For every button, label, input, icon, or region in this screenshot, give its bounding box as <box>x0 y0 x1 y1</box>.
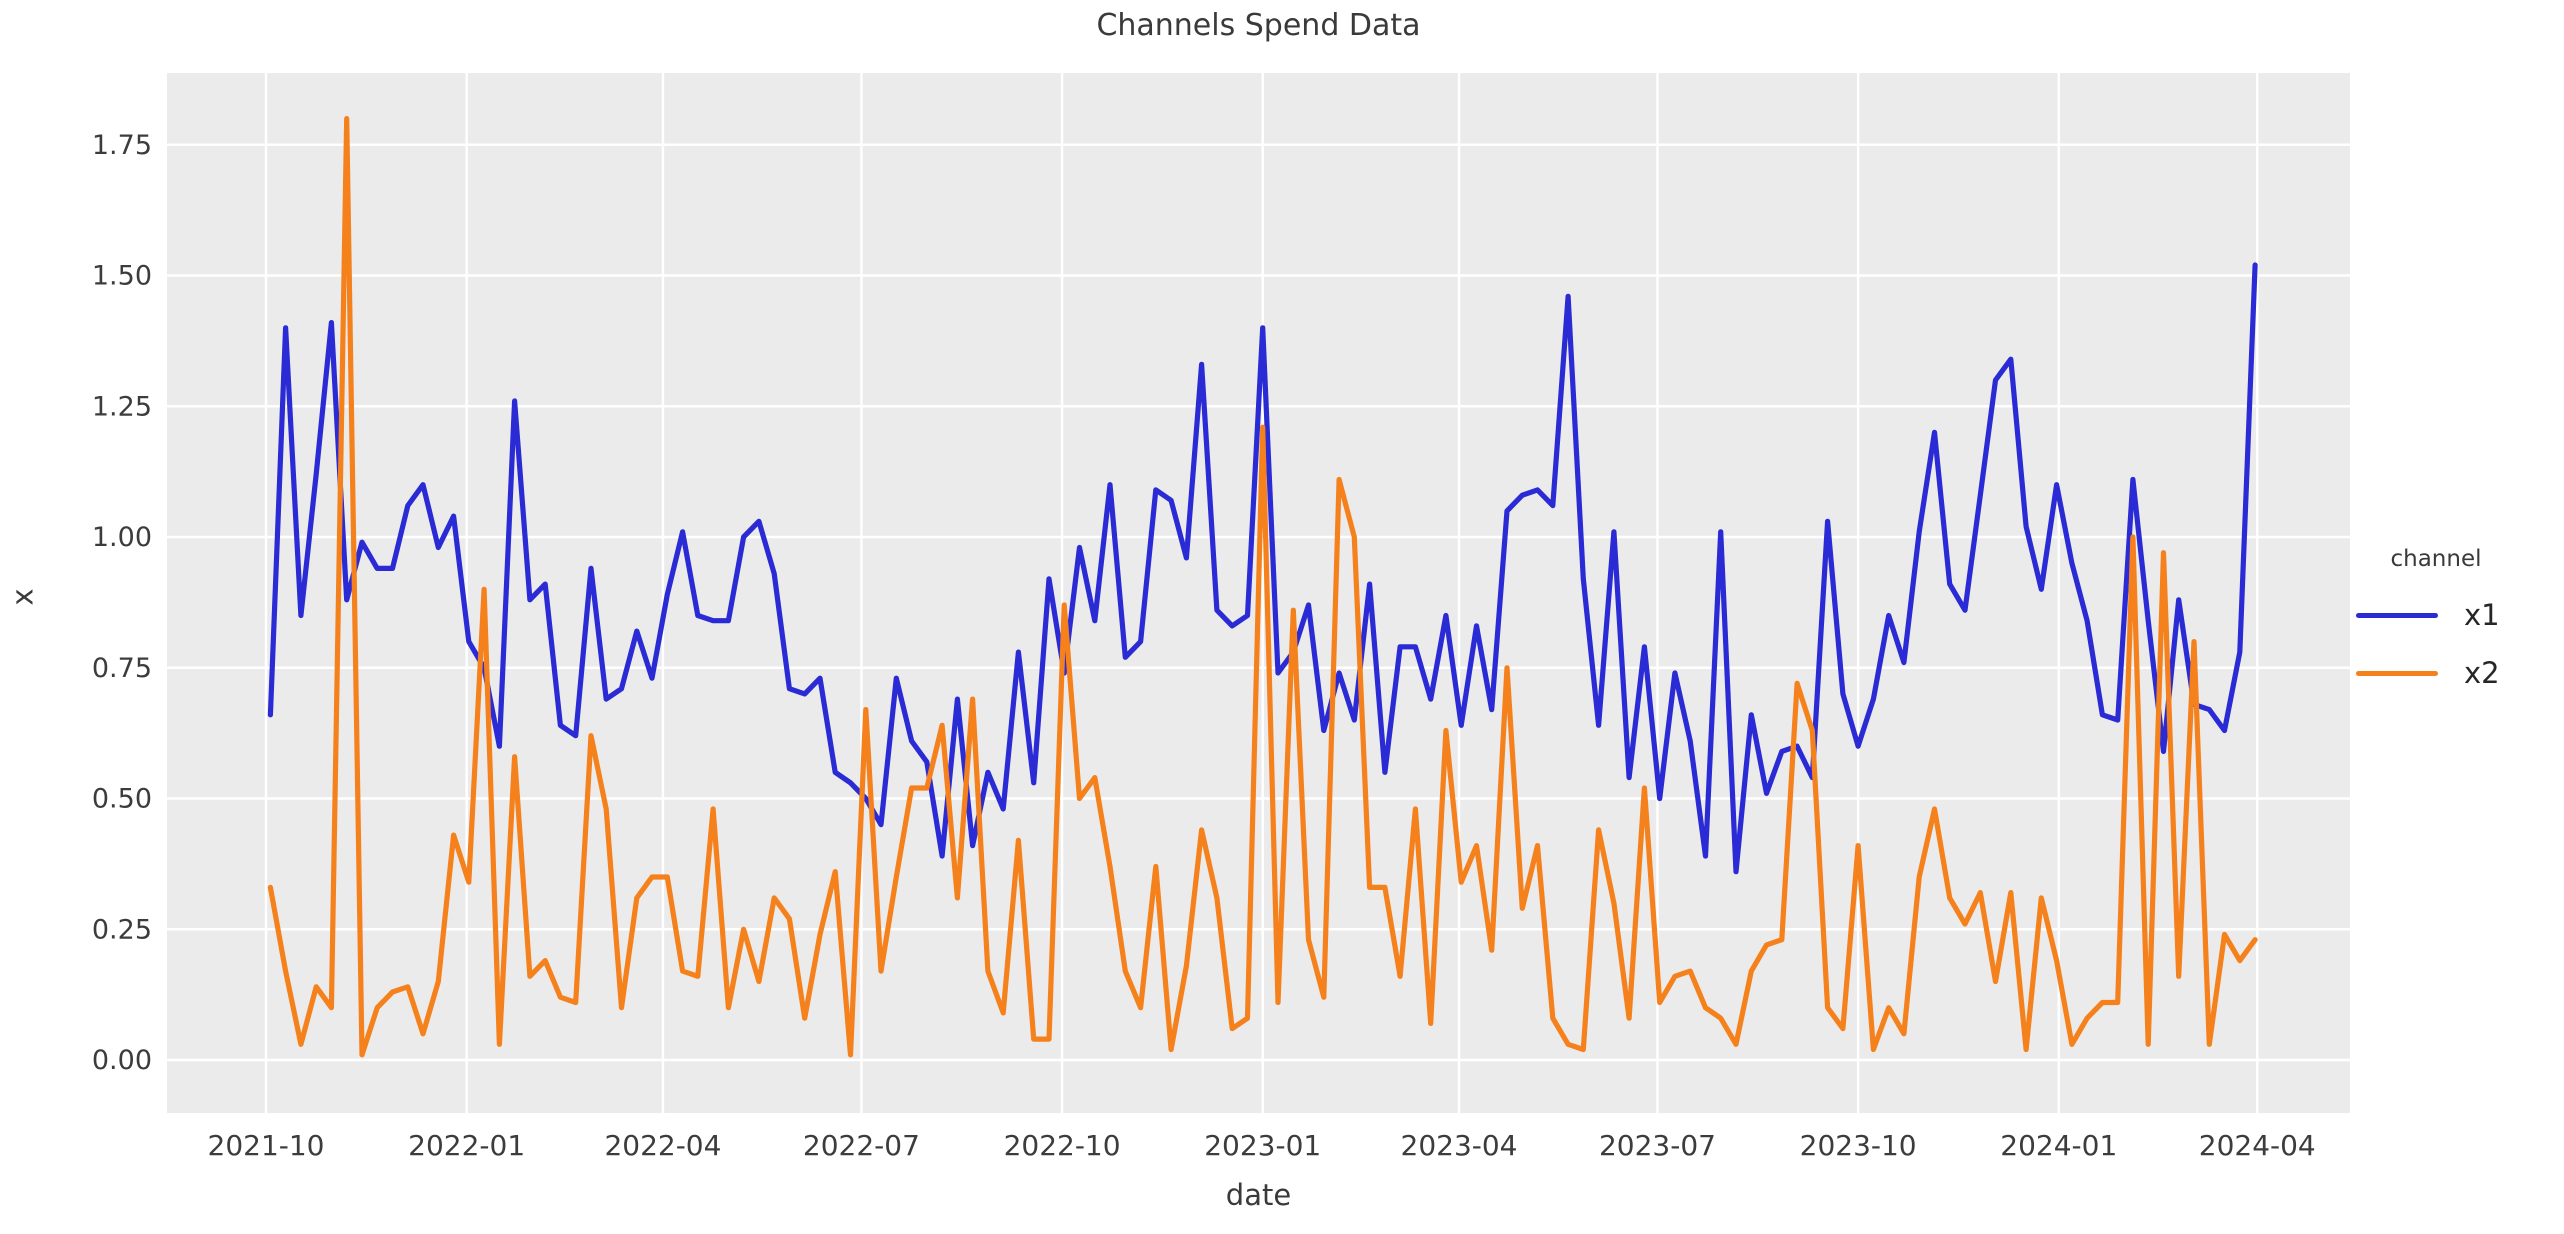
x-tick-label: 2022-04 <box>604 1129 721 1162</box>
series-line-x1 <box>267 262 2258 875</box>
x-tick-label: 2023-07 <box>1599 1129 1716 1162</box>
y-tick-label: 0.75 <box>92 653 152 684</box>
y-tick-label: 1.50 <box>92 261 152 292</box>
legend-title: channel <box>2390 546 2482 572</box>
legend-item-x2: x2 <box>2356 644 2560 702</box>
x-tick-label: 2022-10 <box>1004 1129 1121 1162</box>
x-tick-label: 2021-10 <box>208 1129 325 1162</box>
series-line-x2 <box>267 115 2258 1058</box>
x-tick-label: 2023-10 <box>1800 1129 1917 1162</box>
y-tick-label: 0.50 <box>92 784 152 815</box>
y-tick-label: 1.75 <box>92 130 152 161</box>
legend: channel x1 x2 <box>2356 546 2560 702</box>
legend-label-x2: x2 <box>2464 656 2500 690</box>
y-tick-label: 0.25 <box>92 914 152 945</box>
x-tick-label: 2024-04 <box>2199 1129 2316 1162</box>
x-tick-label: 2023-04 <box>1401 1129 1518 1162</box>
y-tick-label: 1.00 <box>92 522 152 553</box>
x2-line-swatch <box>2356 670 2438 676</box>
x-tick-label: 2023-01 <box>1204 1129 1321 1162</box>
legend-item-x1: x1 <box>2356 586 2560 644</box>
chart-title: Channels Spend Data <box>1096 8 1421 43</box>
x-tick-label: 2022-07 <box>803 1129 920 1162</box>
legend-label-x1: x1 <box>2464 598 2500 632</box>
x1-line-swatch <box>2356 612 2438 618</box>
x-tick-label: 2022-01 <box>408 1129 525 1162</box>
x-tick-label: 2024-01 <box>2000 1129 2117 1162</box>
x-axis-label: date <box>1225 1178 1292 1212</box>
y-tick-label: 1.25 <box>92 391 152 422</box>
y-axis-label: x <box>5 588 40 606</box>
y-tick-label: 0.00 <box>92 1045 152 1076</box>
